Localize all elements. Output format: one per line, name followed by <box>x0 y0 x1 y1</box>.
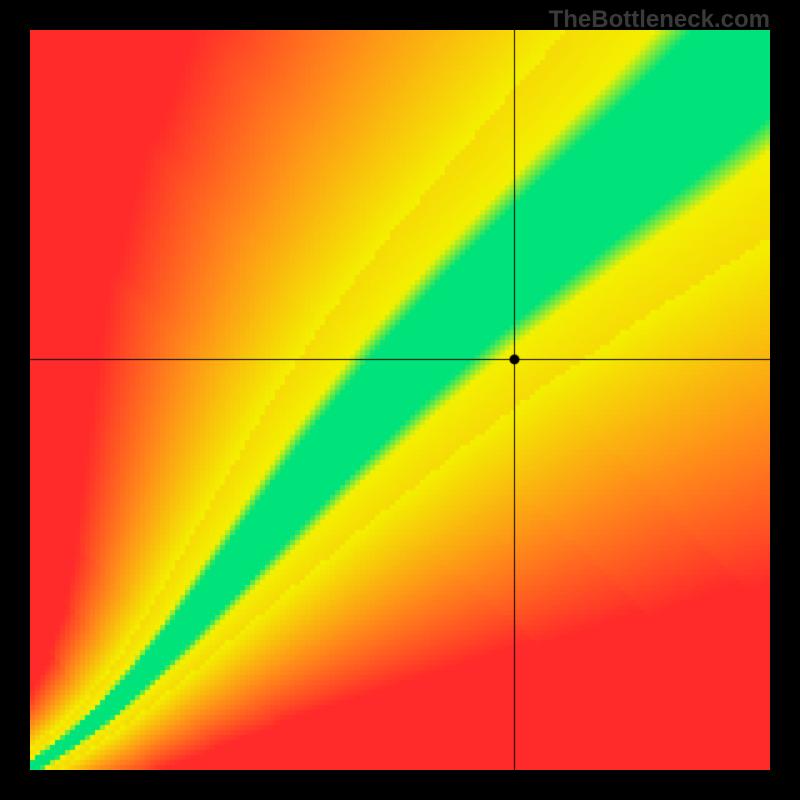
watermark-text: TheBottleneck.com <box>549 6 770 34</box>
chart-container: { "watermark": { "text": "TheBottleneck.… <box>0 0 800 800</box>
crosshair-overlay <box>30 30 770 770</box>
